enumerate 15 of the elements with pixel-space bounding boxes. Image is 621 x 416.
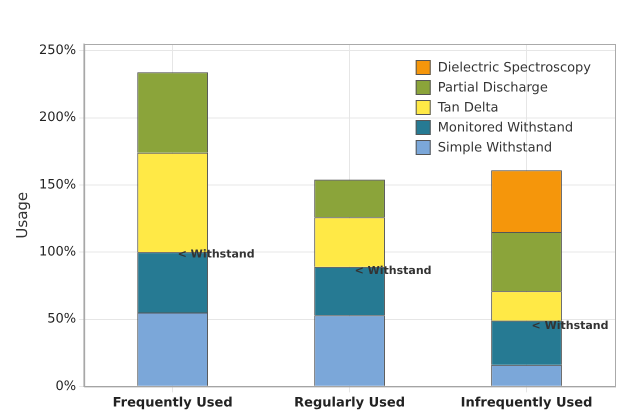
legend-label: Dielectric Spectroscopy: [438, 60, 592, 76]
y-axis-title: Usage: [12, 192, 31, 239]
y-tick-label: 200%: [38, 110, 76, 126]
y-tick-label: 0%: [56, 378, 76, 394]
x-tick-label: Frequently Used: [112, 396, 233, 411]
y-tick-label: 100%: [38, 244, 76, 260]
legend-label: Monitored Withstand: [438, 120, 574, 136]
y-tick-label: 150%: [38, 177, 76, 192]
legend-label: Tan Delta: [436, 100, 499, 116]
y-tick-label: 250%: [38, 43, 76, 58]
x-tick-label: Infrequently Used: [460, 396, 592, 411]
legend-label: Simple Withstand: [438, 140, 552, 156]
legend-label: Partial Discharge: [438, 80, 548, 96]
y-tick-label: 50%: [47, 312, 76, 327]
x-tick-label: Regularly Used: [294, 396, 406, 411]
